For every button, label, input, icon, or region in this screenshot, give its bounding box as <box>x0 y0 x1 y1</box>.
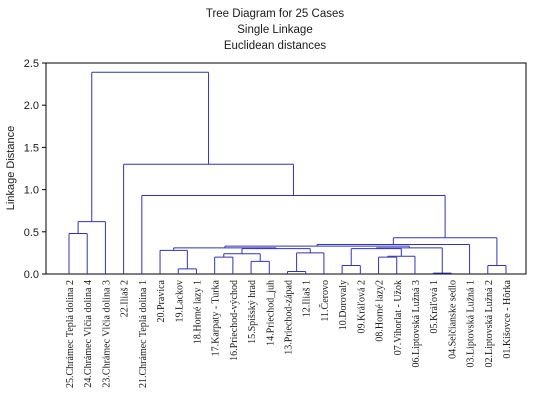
leaf-label: 21.Chrámec Teplá dolina 1 <box>138 280 149 388</box>
leaf-label: 12.Iliaš 1 <box>302 280 313 317</box>
leaf-label: 17.Karpaty - Turka <box>211 279 222 356</box>
leaf-label: 02.Liptovská Lužná 2 <box>484 280 495 367</box>
leaf-label: 04.Selčianske sedlo <box>447 280 458 359</box>
y-axis: 0.0 0.5 1.0 1.5 2.0 2.5 <box>24 58 46 281</box>
chart-title: Tree Diagram for 25 Cases <box>205 8 345 20</box>
leaf-label: 03.Liptovská Lužná 1 <box>466 280 477 367</box>
leaf-label: 24.Chrámec Vlčia dolina 4 <box>83 280 94 388</box>
dendrogram-links <box>68 71 507 274</box>
leaf-label: 05.Kráľová 1 <box>429 280 440 334</box>
y-axis-label: Linkage Distance <box>5 126 17 210</box>
leaf-label: 25.Chrámec Teplá dolina 2 <box>65 280 76 388</box>
leaf-label: 14.Priechod_juh <box>265 280 276 346</box>
y-tick-label: 2.0 <box>24 100 39 112</box>
leaf-label: 07.Vihorlat - Užok <box>393 280 404 355</box>
leaf-label: 16.Priechod-východ <box>229 280 240 361</box>
leaf-label: 18.Horné lazy 1 <box>192 280 203 344</box>
y-tick-label: 1.0 <box>24 185 39 197</box>
chart-title-block: Tree Diagram for 25 Cases Single Linkage… <box>0 6 550 54</box>
y-tick-label: 0.5 <box>24 227 39 239</box>
y-tick-label: 2.5 <box>24 58 39 70</box>
leaf-label: 10.Dorovaly <box>338 280 349 330</box>
leaf-label: 23.Chrámec Vlčia dolina 3 <box>101 280 112 388</box>
y-tick-label: 1.5 <box>24 142 39 154</box>
leaf-labels: 25.Chrámec Teplá dolina 2 24.Chrámec Vlči… <box>65 279 513 388</box>
leaf-label: 08.Horné lazy2 <box>375 280 386 342</box>
plot-frame <box>45 62 527 275</box>
leaf-label: 11.Čerovo <box>319 280 331 322</box>
chart-subtitle-distance: Euclidean distances <box>223 40 327 52</box>
leaf-label: 13.Priechod-západ <box>284 280 295 355</box>
leaf-label: 09.Kráľová 2 <box>356 280 367 334</box>
leaf-label: 06.Liptovská Lužná 3 <box>411 280 422 367</box>
leaf-label: 19.Lackov <box>174 280 185 323</box>
leaf-label: 22.Iliaš 2 <box>120 280 131 317</box>
leaf-label: 15.Spišský hrad <box>247 280 258 344</box>
chart-subtitle-linkage: Single Linkage <box>237 24 313 36</box>
leaf-label: 01.Kišovce - Hôrka <box>502 279 513 358</box>
leaf-label: 20.Pravica <box>156 279 167 322</box>
y-tick-label: 0.0 <box>24 269 39 281</box>
